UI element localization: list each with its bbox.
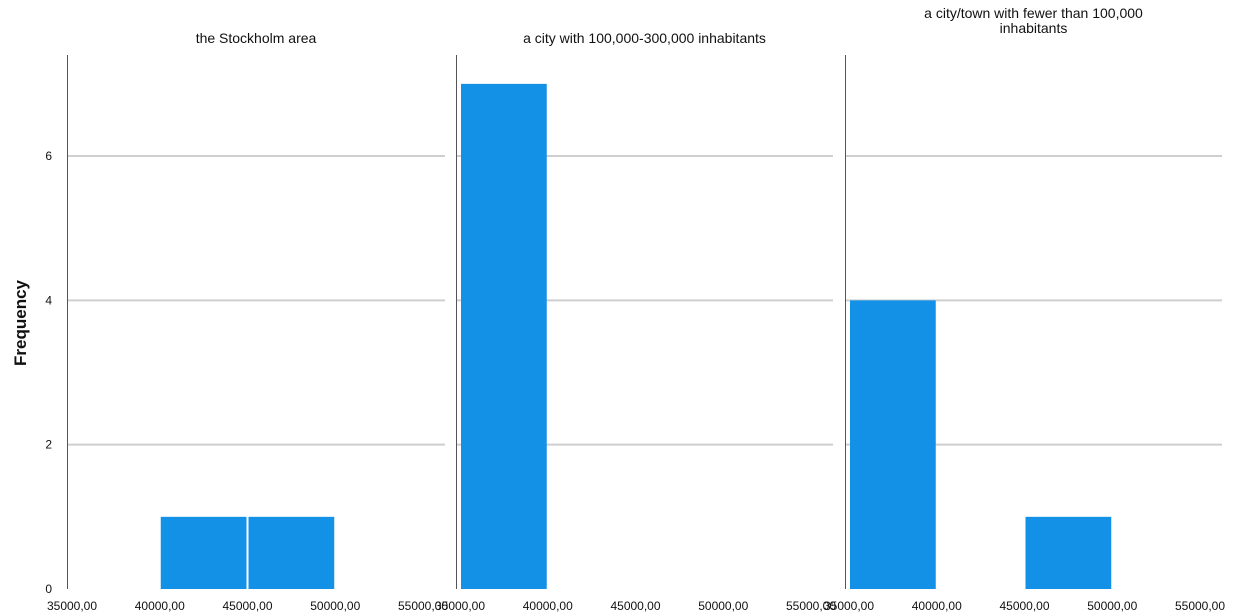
x-tick-label: 35000,00 <box>47 599 97 613</box>
panel-1: 35000,00 40000,00 45000,00 50000,00 55000,00… <box>47 30 448 613</box>
y-tick-label: 6 <box>45 149 52 163</box>
x-tick-label: 40000,00 <box>912 599 962 613</box>
panel-title: a city/town with fewer than 100,000 <box>924 5 1143 21</box>
histogram-bar <box>850 300 936 589</box>
x-tick-label: 55000,00 <box>786 599 836 613</box>
panels-layer: 35000,00 40000,00 45000,00 50000,00 55000,00… <box>45 5 1225 613</box>
x-tick-label: 50000,00 <box>310 599 360 613</box>
x-tick-label: 35000,00 <box>435 599 485 613</box>
histogram-bar <box>461 83 547 589</box>
histogram-bar <box>1025 516 1112 589</box>
y-tick-label: 0 <box>45 582 52 596</box>
x-tick-label: 45000,00 <box>222 599 272 613</box>
panel-title: inhabitants <box>1000 20 1068 36</box>
x-tick-label: 55000,00 <box>1175 599 1225 613</box>
x-tick-label: 35000,00 <box>824 599 874 613</box>
panel-title: a city with 100,000-300,000 inhabitants <box>523 30 766 46</box>
panel-3: 35000,00 40000,00 45000,00 50000,00 55000,00… <box>824 5 1225 613</box>
panel-2: 35000,00 40000,00 45000,00 50000,00 55000,00… <box>435 30 836 613</box>
y-tick-label: 4 <box>45 293 52 307</box>
x-tick-label: 45000,00 <box>999 599 1049 613</box>
panel-title: the Stockholm area <box>196 30 317 46</box>
histogram-bar <box>248 516 335 589</box>
x-tick-label: 55000,00 <box>398 599 448 613</box>
x-tick-label: 40000,00 <box>523 599 573 613</box>
y-axis-label: Frequency <box>11 279 30 366</box>
y-tick-label: 2 <box>45 438 52 452</box>
x-tick-label: 40000,00 <box>135 599 185 613</box>
histogram-bar <box>160 516 247 589</box>
x-tick-label: 50000,00 <box>698 599 748 613</box>
x-tick-label: 50000,00 <box>1087 599 1137 613</box>
x-tick-label: 45000,00 <box>610 599 660 613</box>
